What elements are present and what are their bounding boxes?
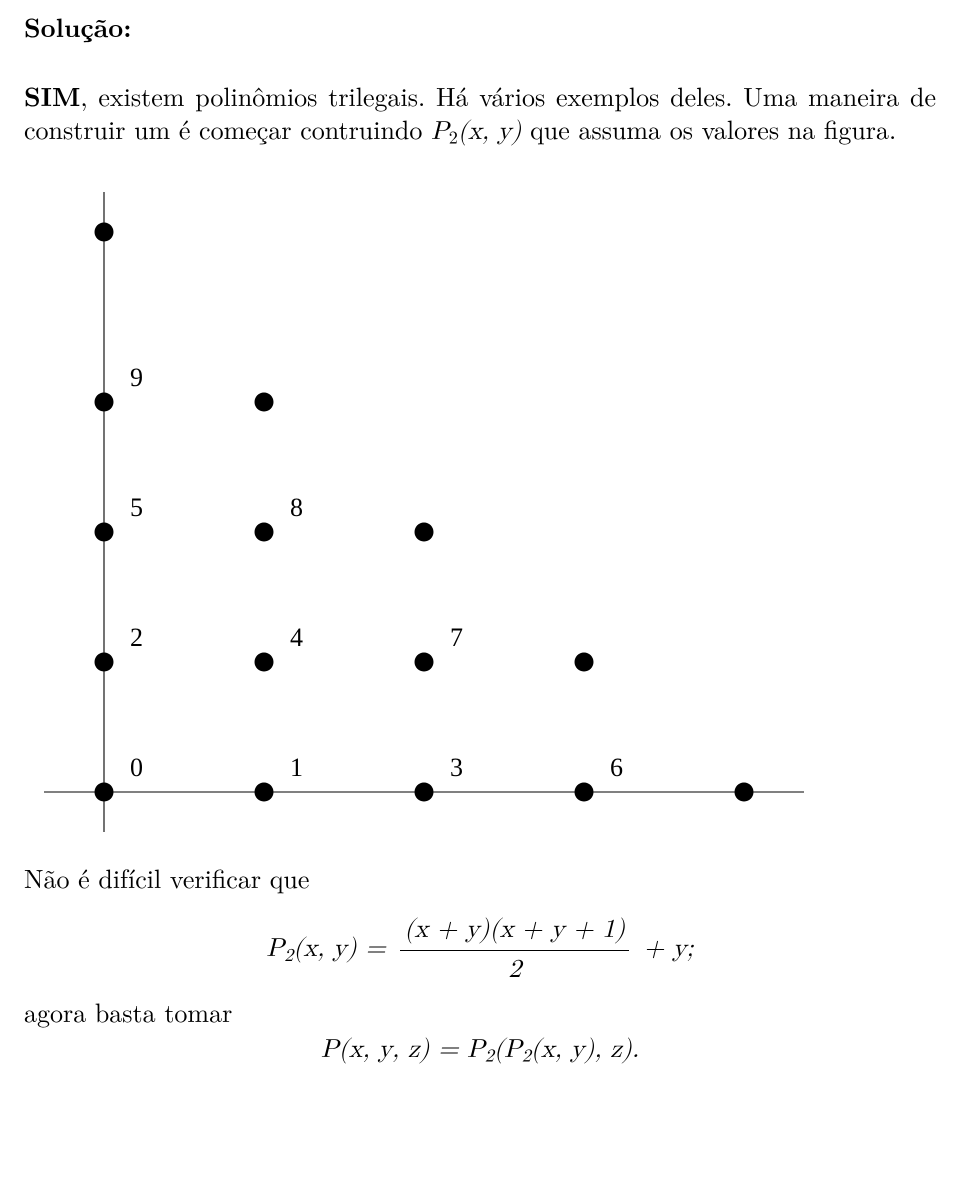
f1-tail: + y; bbox=[635, 936, 693, 962]
intro-rest2: que assuma os valores na figura. bbox=[521, 110, 896, 147]
intro-p2-args: (x, y) bbox=[458, 119, 522, 145]
agora-line: agora basta tomar bbox=[24, 994, 936, 1029]
f1-args: (x, y) = bbox=[293, 936, 394, 962]
formula-p: P(x, y, z) = P2(P2(x, y), z). bbox=[24, 1033, 936, 1069]
svg-text:1: 1 bbox=[290, 753, 303, 782]
bottom-block: Não é difícil verificar que P2(x, y) = (… bbox=[24, 860, 936, 1069]
svg-text:0: 0 bbox=[130, 753, 143, 782]
formula-p-content: P(x, y, z) = P2(P2(x, y), z). bbox=[321, 1033, 639, 1069]
verify-line: Não é difícil verificar que bbox=[24, 860, 936, 895]
formula-p2: P2(x, y) = (x + y)(x + y + 1) 2 + y; bbox=[24, 913, 936, 988]
f2-b: 2 bbox=[485, 1046, 494, 1065]
svg-text:4: 4 bbox=[290, 623, 303, 652]
f1-P: P bbox=[266, 936, 284, 962]
svg-text:7: 7 bbox=[450, 623, 463, 652]
formula-p2-content: P2(x, y) = (x + y)(x + y + 1) 2 + y; bbox=[266, 913, 693, 988]
f1-frac: (x + y)(x + y + 1) 2 bbox=[400, 913, 629, 988]
intro-paragraph: SIM, existem polinômios trilegais. Há vá… bbox=[24, 79, 936, 150]
svg-text:2: 2 bbox=[130, 623, 143, 652]
svg-text:9: 9 bbox=[130, 363, 143, 392]
f2-c: (P bbox=[494, 1037, 522, 1063]
figure-container: 0 1 3 6 2 4 7 5 8 9 bbox=[24, 172, 936, 852]
intro-p2-sub: 2 bbox=[449, 124, 458, 150]
f1-sub: 2 bbox=[284, 945, 293, 964]
f1-den: 2 bbox=[400, 951, 629, 988]
f2-d: 2 bbox=[522, 1046, 531, 1065]
f2-a: P(x, y, z) = P bbox=[321, 1037, 485, 1063]
svg-text:6: 6 bbox=[610, 753, 623, 782]
svg-text:8: 8 bbox=[290, 493, 303, 522]
intro-sim: SIM bbox=[24, 77, 80, 114]
lattice-figure: 0 1 3 6 2 4 7 5 8 9 bbox=[24, 172, 884, 852]
solution-heading: Solução: bbox=[24, 8, 936, 45]
svg-text:3: 3 bbox=[450, 753, 463, 782]
f2-e: (x, y), z). bbox=[531, 1037, 639, 1063]
intro-p2-P: P bbox=[431, 119, 449, 145]
svg-text:5: 5 bbox=[130, 493, 143, 522]
page-root: Solução: SIM, existem polinômios trilega… bbox=[0, 0, 960, 1196]
f1-num: (x + y)(x + y + 1) bbox=[400, 913, 629, 951]
